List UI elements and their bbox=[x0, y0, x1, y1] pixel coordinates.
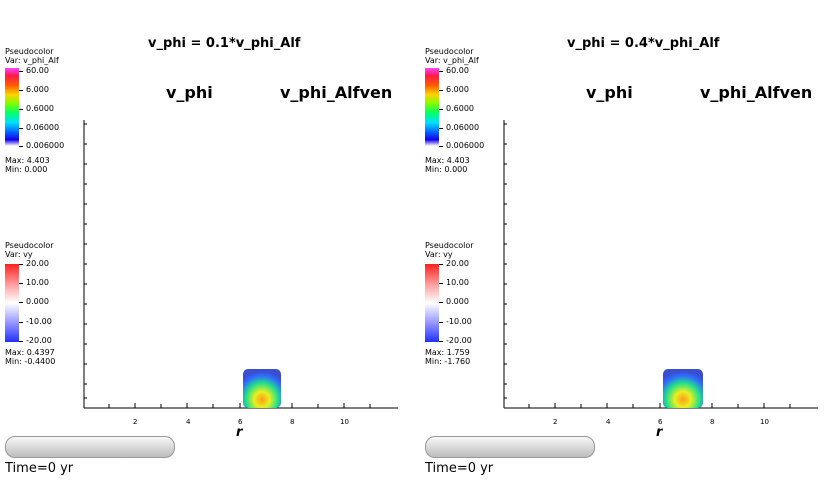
legend2-tick bbox=[19, 302, 23, 303]
legend1-min: Min: 0.000 bbox=[425, 165, 468, 174]
label-vphi-alfven: v_phi_Alfven bbox=[700, 83, 813, 102]
legend1-tick bbox=[19, 146, 23, 147]
legend2-tick bbox=[19, 322, 23, 323]
legend1-tick bbox=[19, 90, 23, 91]
legend2-tick-label: -10.00 bbox=[446, 317, 472, 326]
x-axis-label: r bbox=[656, 425, 663, 440]
plot-canvas bbox=[83, 120, 398, 409]
panel-left: v_phi = 0.1*v_phi_Alf v_phi v_phi_Alfven… bbox=[5, 36, 398, 476]
legend2-tick bbox=[439, 322, 443, 323]
y-minor-ticks bbox=[84, 123, 87, 399]
x-tick-label: 4 bbox=[606, 418, 611, 426]
plot-title: v_phi = 0.4*v_phi_Alf bbox=[567, 36, 720, 51]
plot-area[interactable] bbox=[83, 120, 398, 409]
x-tick-label: 6 bbox=[238, 418, 243, 426]
label-vphi: v_phi bbox=[166, 83, 213, 102]
legend1-min: Min: 0.000 bbox=[5, 165, 48, 174]
legend1-tick bbox=[439, 109, 443, 110]
x-tick-label: 8 bbox=[290, 418, 295, 426]
legend2-tick bbox=[439, 341, 443, 342]
panel-right: v_phi = 0.4*v_phi_Alf v_phi v_phi_Alfven… bbox=[420, 0, 840, 480]
legend2-tick-label: 20.00 bbox=[26, 259, 49, 268]
plot-area[interactable] bbox=[503, 120, 818, 409]
legend1-tick-label: 0.006000 bbox=[446, 141, 485, 150]
legend1-tick bbox=[439, 71, 443, 72]
plot-title: v_phi = 0.1*v_phi_Alf bbox=[148, 36, 301, 51]
x-tick-label: 6 bbox=[658, 418, 663, 426]
x-tick-label: 4 bbox=[186, 418, 191, 426]
legend1-tick bbox=[439, 128, 443, 129]
time-slider[interactable] bbox=[425, 436, 595, 458]
y-minor-ticks bbox=[504, 123, 507, 399]
legend1-tick bbox=[439, 146, 443, 147]
legend1-tick-label: 60.00 bbox=[446, 66, 469, 75]
legend2-tick bbox=[19, 264, 23, 265]
x-axis-label: r bbox=[236, 425, 243, 440]
time-slider[interactable] bbox=[5, 436, 175, 458]
legend1-tick-label: 6.000 bbox=[26, 85, 49, 94]
time-label: Time=0 yr bbox=[5, 461, 74, 476]
legend1-max: Max: 4.403 bbox=[5, 156, 50, 165]
legend2-header: Pseudocolor bbox=[5, 241, 54, 250]
legend2-tick bbox=[439, 283, 443, 284]
legend2-tick bbox=[19, 283, 23, 284]
legend2-max: Max: 0.4397 bbox=[5, 348, 55, 357]
legend2-var: Var: vy bbox=[425, 250, 453, 259]
plot-canvas bbox=[503, 120, 818, 409]
legend2-tick-label: 0.000 bbox=[26, 297, 49, 306]
legend2-tick bbox=[439, 302, 443, 303]
legend2-tick-label: 0.000 bbox=[446, 297, 469, 306]
legend1-tick bbox=[19, 71, 23, 72]
legend1-tick bbox=[439, 90, 443, 91]
legend2-var: Var: vy bbox=[5, 250, 33, 259]
velocity-blob bbox=[663, 369, 703, 408]
legend2-max: Max: 1.759 bbox=[425, 348, 470, 357]
x-minor-ticks bbox=[528, 403, 791, 408]
x-tick-label: 2 bbox=[553, 418, 558, 426]
legend2-tick-label: 10.00 bbox=[446, 278, 469, 287]
legend2-header: Pseudocolor bbox=[425, 241, 474, 250]
legend1-var: Var: v_phi_Alf bbox=[5, 56, 59, 65]
legend2-colorbar bbox=[425, 264, 439, 342]
legend1-tick bbox=[19, 109, 23, 110]
legend1-tick bbox=[19, 128, 23, 129]
x-tick-label: 10 bbox=[340, 418, 349, 426]
velocity-blob bbox=[243, 369, 281, 408]
legend2-tick-label: 10.00 bbox=[26, 278, 49, 287]
label-vphi-alfven: v_phi_Alfven bbox=[280, 83, 393, 102]
legend2-tick-label: 20.00 bbox=[446, 259, 469, 268]
x-tick-label: 8 bbox=[710, 418, 715, 426]
legend1-colorbar bbox=[425, 68, 439, 146]
legend2-min: Min: -1.760 bbox=[425, 357, 471, 366]
legend2-tick-label: -20.00 bbox=[446, 336, 472, 345]
legend2-colorbar bbox=[5, 264, 19, 342]
legend2-tick bbox=[439, 264, 443, 265]
legend1-tick-label: 0.06000 bbox=[446, 123, 480, 132]
legend1-tick-label: 0.006000 bbox=[26, 141, 65, 150]
legend2-tick-label: -20.00 bbox=[26, 336, 52, 345]
legend1-tick-label: 60.00 bbox=[26, 66, 49, 75]
legend1-tick-label: 0.6000 bbox=[446, 104, 474, 113]
legend1-tick-label: 0.06000 bbox=[26, 123, 60, 132]
legend1-colorbar bbox=[5, 68, 19, 146]
legend2-tick-label: -10.00 bbox=[26, 317, 52, 326]
x-minor-ticks bbox=[108, 403, 371, 408]
x-tick-label: 10 bbox=[760, 418, 769, 426]
x-tick-label: 2 bbox=[133, 418, 138, 426]
time-label: Time=0 yr bbox=[425, 461, 494, 476]
label-vphi: v_phi bbox=[586, 83, 633, 102]
legend2-min: Min: -0.4400 bbox=[5, 357, 56, 366]
legend1-tick-label: 0.6000 bbox=[26, 104, 54, 113]
legend1-header: Pseudocolor bbox=[425, 47, 474, 56]
legend1-tick-label: 6.000 bbox=[446, 85, 469, 94]
legend1-max: Max: 4.403 bbox=[425, 156, 470, 165]
legend1-header: Pseudocolor bbox=[5, 47, 54, 56]
legend1-var: Var: v_phi_Alf bbox=[425, 56, 479, 65]
legend2-tick bbox=[19, 341, 23, 342]
